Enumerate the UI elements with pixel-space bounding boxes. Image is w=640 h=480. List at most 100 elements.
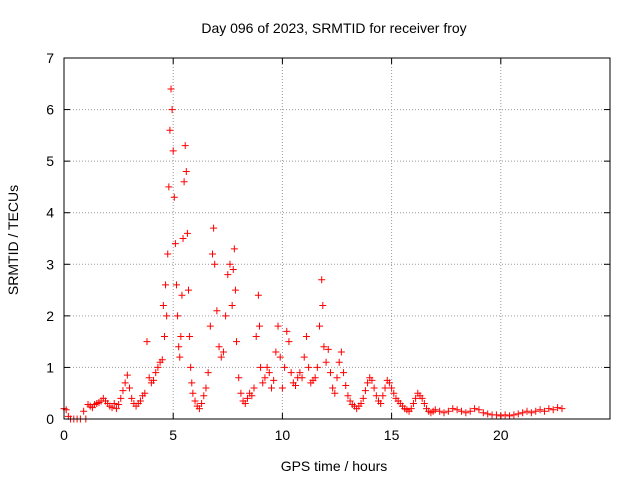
data-point	[390, 389, 398, 397]
data-point	[126, 384, 134, 392]
data-point	[479, 409, 487, 417]
data-point	[226, 260, 234, 268]
data-point	[407, 405, 415, 413]
data-point	[278, 384, 286, 392]
data-point	[322, 358, 330, 366]
data-point	[532, 407, 540, 415]
data-point	[163, 312, 171, 320]
data-point	[255, 322, 263, 330]
data-point	[340, 369, 348, 377]
data-point	[368, 376, 376, 384]
data-point	[217, 353, 225, 361]
data-point	[357, 400, 365, 408]
y-tick-label: 0	[46, 411, 54, 427]
data-point	[168, 106, 176, 114]
data-point	[115, 401, 123, 409]
data-point	[176, 353, 184, 361]
data-point	[283, 327, 291, 335]
data-point	[215, 343, 223, 351]
data-point	[229, 265, 237, 273]
data-points	[60, 85, 566, 423]
data-point	[233, 338, 241, 346]
grid	[64, 58, 610, 419]
data-point	[302, 332, 310, 340]
data-point	[523, 407, 531, 415]
data-point	[527, 409, 535, 417]
data-point	[329, 384, 337, 392]
data-point	[152, 369, 160, 377]
plot-border	[63, 57, 611, 420]
data-point	[506, 412, 514, 420]
data-point	[237, 389, 245, 397]
x-tick-label: 5	[169, 427, 177, 443]
data-point	[254, 291, 262, 299]
data-point	[379, 392, 387, 400]
data-point	[167, 85, 175, 93]
data-point	[174, 312, 182, 320]
data-point	[420, 400, 428, 408]
data-point	[335, 358, 343, 366]
x-tick-label: 15	[384, 427, 400, 443]
data-point	[222, 312, 230, 320]
data-point	[171, 240, 179, 248]
data-point	[320, 343, 328, 351]
data-point	[159, 302, 167, 310]
data-point	[235, 374, 243, 382]
y-tick-label: 3	[46, 256, 54, 272]
data-point	[545, 405, 553, 413]
data-point	[272, 348, 280, 356]
y-tick-label: 2	[46, 308, 54, 324]
data-point	[178, 291, 186, 299]
data-point	[224, 271, 232, 279]
data-point	[136, 397, 144, 405]
data-point	[361, 387, 369, 395]
data-point	[263, 363, 271, 371]
data-point	[319, 302, 327, 310]
data-point	[449, 405, 457, 413]
data-point	[252, 332, 260, 340]
data-point	[188, 379, 196, 387]
data-point	[119, 387, 127, 395]
data-point	[250, 384, 258, 392]
data-point	[158, 356, 166, 364]
data-point	[228, 302, 236, 310]
y-tick-label: 7	[46, 50, 54, 66]
data-point	[281, 363, 289, 371]
data-point	[296, 369, 304, 377]
data-point	[444, 407, 452, 415]
ticks: 0 5 10 15 20 0 1 2 3 4 5 6 7	[46, 50, 610, 443]
data-point	[204, 369, 212, 377]
data-point	[412, 394, 420, 402]
data-point	[270, 376, 278, 384]
chart-title: Day 096 of 2023, SRMTID for receiver fro…	[201, 20, 466, 36]
data-point	[121, 379, 129, 387]
data-point	[431, 406, 439, 414]
data-point	[344, 392, 352, 400]
data-point	[418, 394, 426, 402]
data-point	[440, 409, 448, 417]
data-point	[191, 397, 199, 405]
data-point	[160, 332, 168, 340]
data-point	[169, 147, 177, 155]
data-point	[248, 392, 256, 400]
data-point	[536, 406, 544, 414]
y-tick-label: 6	[46, 102, 54, 118]
data-point	[219, 348, 227, 356]
data-point	[370, 384, 378, 392]
data-point	[540, 407, 548, 415]
data-point	[128, 394, 136, 402]
data-point	[241, 400, 249, 408]
data-point	[170, 193, 178, 201]
data-point	[316, 322, 324, 330]
data-point	[514, 410, 522, 418]
data-point	[187, 363, 195, 371]
data-point	[285, 338, 293, 346]
data-point	[364, 379, 372, 387]
x-tick-label: 20	[493, 427, 509, 443]
data-point	[385, 379, 393, 387]
data-point	[311, 374, 319, 382]
data-point	[497, 412, 505, 420]
data-point	[484, 410, 492, 418]
data-point	[154, 363, 162, 371]
y-tick-label: 4	[46, 205, 54, 221]
